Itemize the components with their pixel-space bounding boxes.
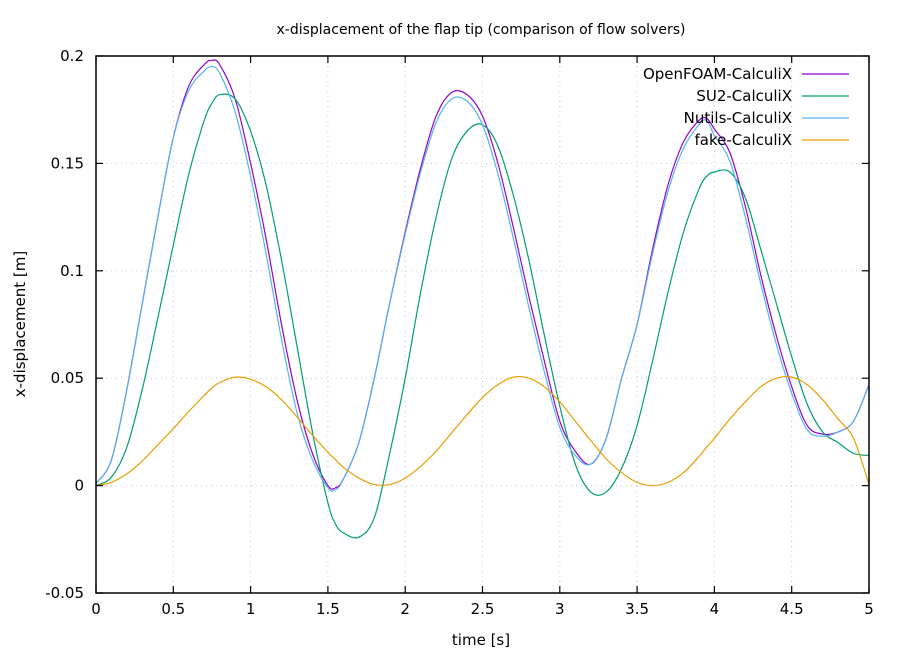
- legend: OpenFOAM-CalculiX SU2-CalculiX Nutils-Calc…: [643, 65, 849, 149]
- legend-label: Nutils-CalculiX: [684, 109, 792, 127]
- legend-label: OpenFOAM-CalculiX: [643, 65, 792, 83]
- x-axis-tick-labels: 0 0.5 1 1.5 2 2.5 3 3.5 4 4.5 5: [91, 600, 874, 618]
- y-axis-label: x-displacement [m]: [11, 251, 29, 397]
- x-tick-label: 0: [91, 600, 101, 618]
- legend-label: SU2-CalculiX: [696, 87, 792, 105]
- legend-label: fake-CalculiX: [695, 131, 792, 149]
- legend-item: SU2-CalculiX: [696, 87, 849, 105]
- x-tick-label: 4: [710, 600, 720, 618]
- series-line-fake-calculix: [96, 375, 869, 487]
- y-tick-label: 0.15: [51, 154, 84, 172]
- x-tick-label: 1.5: [316, 600, 340, 618]
- legend-item: Nutils-CalculiX: [684, 109, 849, 127]
- legend-item: fake-CalculiX: [695, 131, 849, 149]
- x-axis-label: time [s]: [452, 631, 510, 649]
- x-tick-label: 3: [555, 600, 565, 618]
- y-tick-label: 0.05: [51, 369, 84, 387]
- x-tick-label: 3.5: [625, 600, 649, 618]
- chart-title: x-displacement of the flap tip (comparis…: [276, 22, 685, 38]
- x-tick-label: 2: [400, 600, 410, 618]
- series-line-openfoam-calculix: [96, 59, 869, 490]
- series-line-nutils-calculix: [96, 66, 869, 492]
- x-tick-label: 1: [246, 600, 256, 618]
- legend-item: OpenFOAM-CalculiX: [643, 65, 849, 83]
- y-tick-label: 0.2: [60, 47, 84, 65]
- y-axis-tick-labels: -0.05 0 0.05 0.1 0.15 0.2: [45, 47, 84, 602]
- axis-ticks: [95, 55, 870, 594]
- y-tick-label: 0.1: [60, 262, 84, 280]
- y-tick-label: 0: [74, 477, 84, 495]
- x-tick-label: 0.5: [161, 600, 185, 618]
- x-tick-label: 4.5: [780, 600, 804, 618]
- x-tick-label: 2.5: [471, 600, 495, 618]
- series-line-su2-calculix: [96, 93, 869, 539]
- plot-series: [96, 59, 869, 539]
- x-tick-label: 5: [864, 600, 874, 618]
- y-tick-label: -0.05: [45, 584, 84, 602]
